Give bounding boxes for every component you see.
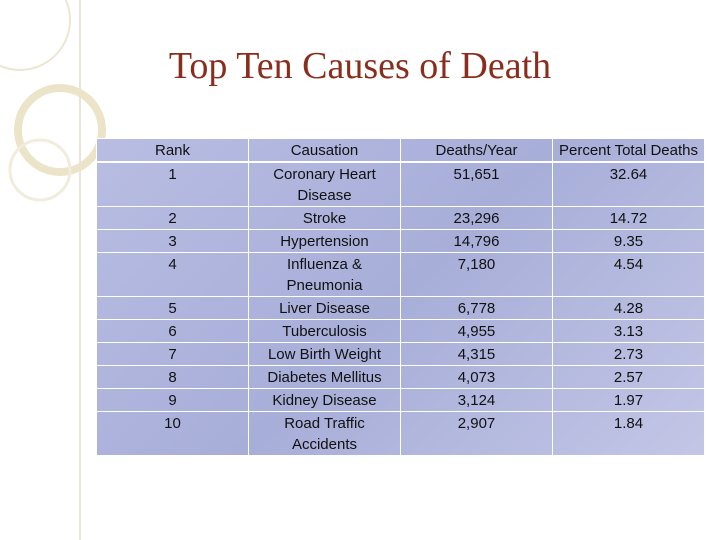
- table-cell: Influenza & Pneumonia: [248, 252, 401, 297]
- table-cell: 5: [96, 296, 249, 320]
- table-cell: 4,315: [400, 342, 553, 366]
- table-cell: 23,296: [400, 206, 553, 230]
- table-cell: 4: [96, 252, 249, 297]
- table-cell: 2.57: [552, 365, 705, 389]
- table-cell: 2: [96, 206, 249, 230]
- table-cell: 1.84: [552, 411, 705, 456]
- table-cell: 4,073: [400, 365, 553, 389]
- table-cell: Liver Disease: [248, 296, 401, 320]
- table-cell: 9: [96, 388, 249, 412]
- table-cell: Road Traffic Accidents: [248, 411, 401, 456]
- table-row: 5 Liver Disease 6,778 4.28: [96, 296, 705, 320]
- table-cell: 6: [96, 319, 249, 343]
- header-row: Rank Causation Deaths/Year Percent Total De…: [96, 138, 705, 163]
- table-cell: Kidney Disease: [248, 388, 401, 412]
- table-cell: 1.97: [552, 388, 705, 412]
- table-row: 8 Diabetes Mellitus 4,073 2.57: [96, 365, 705, 389]
- table-cell: 32.64: [552, 161, 705, 207]
- table-cell: 4.28: [552, 296, 705, 320]
- table-cell: 4,955: [400, 319, 553, 343]
- table-cell: 7: [96, 342, 249, 366]
- table-cell: Low Birth Weight: [248, 342, 401, 366]
- table-cell: 1: [96, 161, 249, 207]
- header-cell: Causation: [248, 138, 401, 163]
- table-cell: Tuberculosis: [248, 319, 401, 343]
- slide-title: Top Ten Causes of Death: [168, 45, 552, 87]
- table-cell: 8: [96, 365, 249, 389]
- table-cell: 14.72: [552, 206, 705, 230]
- table-row: 9 Kidney Disease 3,124 1.97: [96, 388, 705, 412]
- table-row: 1 Coronary Heart Disease 51,651 32.64: [96, 161, 705, 207]
- table-row: 10 Road Traffic Accidents 2,907 1.84: [96, 411, 705, 456]
- table-cell: Stroke: [248, 206, 401, 230]
- table-cell: Coronary Heart Disease: [248, 161, 401, 207]
- table-cell: 2,907: [400, 411, 553, 456]
- table-row: 3 Hypertension 14,796 9.35: [96, 229, 705, 253]
- table-row: 7 Low Birth Weight 4,315 2.73: [96, 342, 705, 366]
- header-cell: Deaths/Year: [400, 138, 553, 163]
- header-cell: Percent Total Deaths: [552, 138, 705, 163]
- table-cell: 6,778: [400, 296, 553, 320]
- table: Rank Causation Deaths/Year Percent Total De…: [96, 138, 705, 456]
- table-cell: 3,124: [400, 388, 553, 412]
- table-cell: 3.13: [552, 319, 705, 343]
- table-cell: 14,796: [400, 229, 553, 253]
- table-row: 6 Tuberculosis 4,955 3.13: [96, 319, 705, 343]
- header-cell: Rank: [96, 138, 249, 163]
- table-cell: Hypertension: [248, 229, 401, 253]
- table-cell: 9.35: [552, 229, 705, 253]
- table-cell: 7,180: [400, 252, 553, 297]
- table-row: 2 Stroke 23,296 14.72: [96, 206, 705, 230]
- table-cell: 4.54: [552, 252, 705, 297]
- table-row: 4 Influenza & Pneumonia 7,180 4.54: [96, 252, 705, 297]
- table-cell: 2.73: [552, 342, 705, 366]
- table-cell: 3: [96, 229, 249, 253]
- table-cell: 10: [96, 411, 249, 456]
- table-cell: Diabetes Mellitus: [248, 365, 401, 389]
- table-cell: 51,651: [400, 161, 553, 207]
